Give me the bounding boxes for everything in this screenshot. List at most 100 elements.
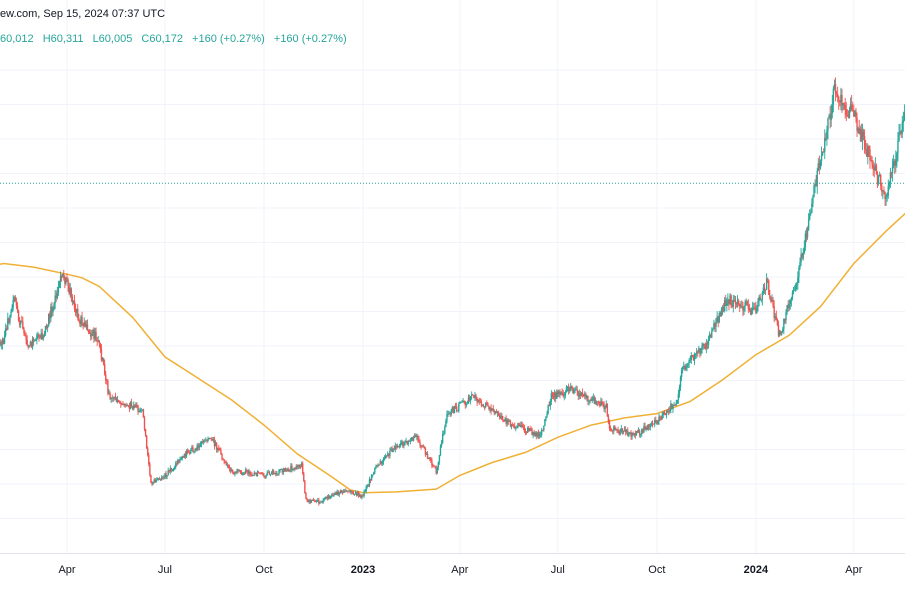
- candle-body: [158, 479, 161, 480]
- candle-up: [175, 460, 177, 470]
- candle-down: [105, 370, 107, 385]
- candle-up: [653, 417, 656, 428]
- candle-body: [632, 433, 634, 436]
- candle-up: [896, 151, 898, 168]
- candle-body: [434, 466, 436, 468]
- candle-body: [598, 402, 600, 404]
- candle-body: [902, 120, 905, 123]
- candle-body: [515, 427, 517, 429]
- candle-body: [669, 410, 671, 412]
- candle-body: [676, 400, 678, 403]
- candle-body: [22, 321, 24, 329]
- candle-up: [661, 411, 663, 420]
- candle-up: [504, 417, 506, 422]
- candle-body: [586, 395, 588, 398]
- candle-up: [670, 400, 672, 414]
- candle-body: [495, 411, 498, 414]
- candle-up: [53, 302, 55, 311]
- candle-body: [257, 472, 260, 474]
- candle-down: [96, 337, 98, 347]
- candle-body: [677, 394, 680, 401]
- candle-body: [213, 439, 216, 447]
- candle-body: [467, 397, 470, 404]
- candle-up: [783, 318, 785, 335]
- time-axis-tick-label: 2023: [351, 564, 375, 576]
- candle-body: [346, 491, 348, 492]
- candle-up: [83, 317, 85, 328]
- candle-up: [708, 331, 711, 341]
- candle-up: [194, 447, 196, 453]
- candle-down: [616, 428, 618, 433]
- candle-down: [225, 460, 228, 466]
- candle-body: [89, 333, 92, 337]
- candle-body: [585, 393, 587, 398]
- candle-down: [355, 491, 358, 497]
- candle-down: [87, 329, 90, 335]
- candle-up: [323, 497, 325, 502]
- candle-body: [390, 449, 392, 451]
- candle-down: [102, 357, 105, 366]
- candle-down: [493, 409, 496, 416]
- candle-body: [128, 406, 131, 409]
- candle-body: [565, 387, 568, 393]
- candle-body: [152, 482, 154, 485]
- candle-body: [0, 341, 1, 345]
- candle-body: [805, 233, 808, 238]
- candle-body: [293, 467, 295, 470]
- candle-body: [404, 441, 406, 445]
- candle-body: [739, 304, 741, 307]
- candle-body: [380, 461, 382, 464]
- candle-down: [872, 160, 874, 176]
- candle-up: [140, 407, 142, 414]
- candle-body: [378, 464, 380, 466]
- candle-body: [327, 496, 330, 499]
- candle-down: [99, 342, 102, 353]
- candle-body: [282, 470, 285, 473]
- candle-up: [721, 305, 724, 316]
- candle-body: [607, 416, 610, 422]
- candle-body: [292, 469, 294, 471]
- candle-up: [371, 474, 374, 478]
- candle-down: [73, 294, 76, 313]
- candle-body: [48, 313, 50, 326]
- candle-body: [869, 149, 871, 161]
- candle-body: [409, 441, 412, 442]
- candle-body: [248, 471, 250, 474]
- candle-down: [159, 478, 162, 482]
- candle-down: [150, 474, 152, 484]
- candle-down: [134, 403, 136, 408]
- candle-down: [335, 491, 337, 495]
- candle-up: [878, 171, 881, 177]
- candle-up: [712, 327, 714, 332]
- candle-body: [719, 313, 722, 317]
- candle-down: [154, 478, 156, 483]
- candle-down: [772, 297, 774, 309]
- candle-body: [154, 479, 156, 483]
- candle-body: [180, 458, 182, 460]
- candle-body: [546, 413, 548, 417]
- candle-down: [115, 396, 118, 403]
- candle-body: [319, 501, 321, 504]
- candle-up: [363, 489, 365, 499]
- candle-body: [417, 435, 419, 440]
- time-axis-tick-label: Apr: [845, 564, 862, 576]
- candle-body: [64, 277, 66, 284]
- candle-up: [180, 456, 182, 460]
- candle-up: [800, 248, 802, 267]
- candle-body: [674, 404, 676, 406]
- candle-body: [392, 448, 394, 453]
- candle-up: [680, 367, 683, 381]
- candle-body: [804, 233, 807, 248]
- time-axis-tick-label: Apr: [58, 564, 75, 576]
- candle-up: [325, 496, 328, 500]
- candle-down: [742, 301, 744, 317]
- candle-body: [584, 393, 586, 396]
- candle-body: [612, 430, 614, 432]
- candle-up: [410, 437, 413, 442]
- candle-up: [762, 283, 765, 295]
- candle-body: [402, 441, 404, 447]
- candle-body: [223, 459, 225, 462]
- candle-body: [854, 111, 856, 117]
- candle-down: [528, 425, 530, 432]
- candle-body: [54, 295, 56, 304]
